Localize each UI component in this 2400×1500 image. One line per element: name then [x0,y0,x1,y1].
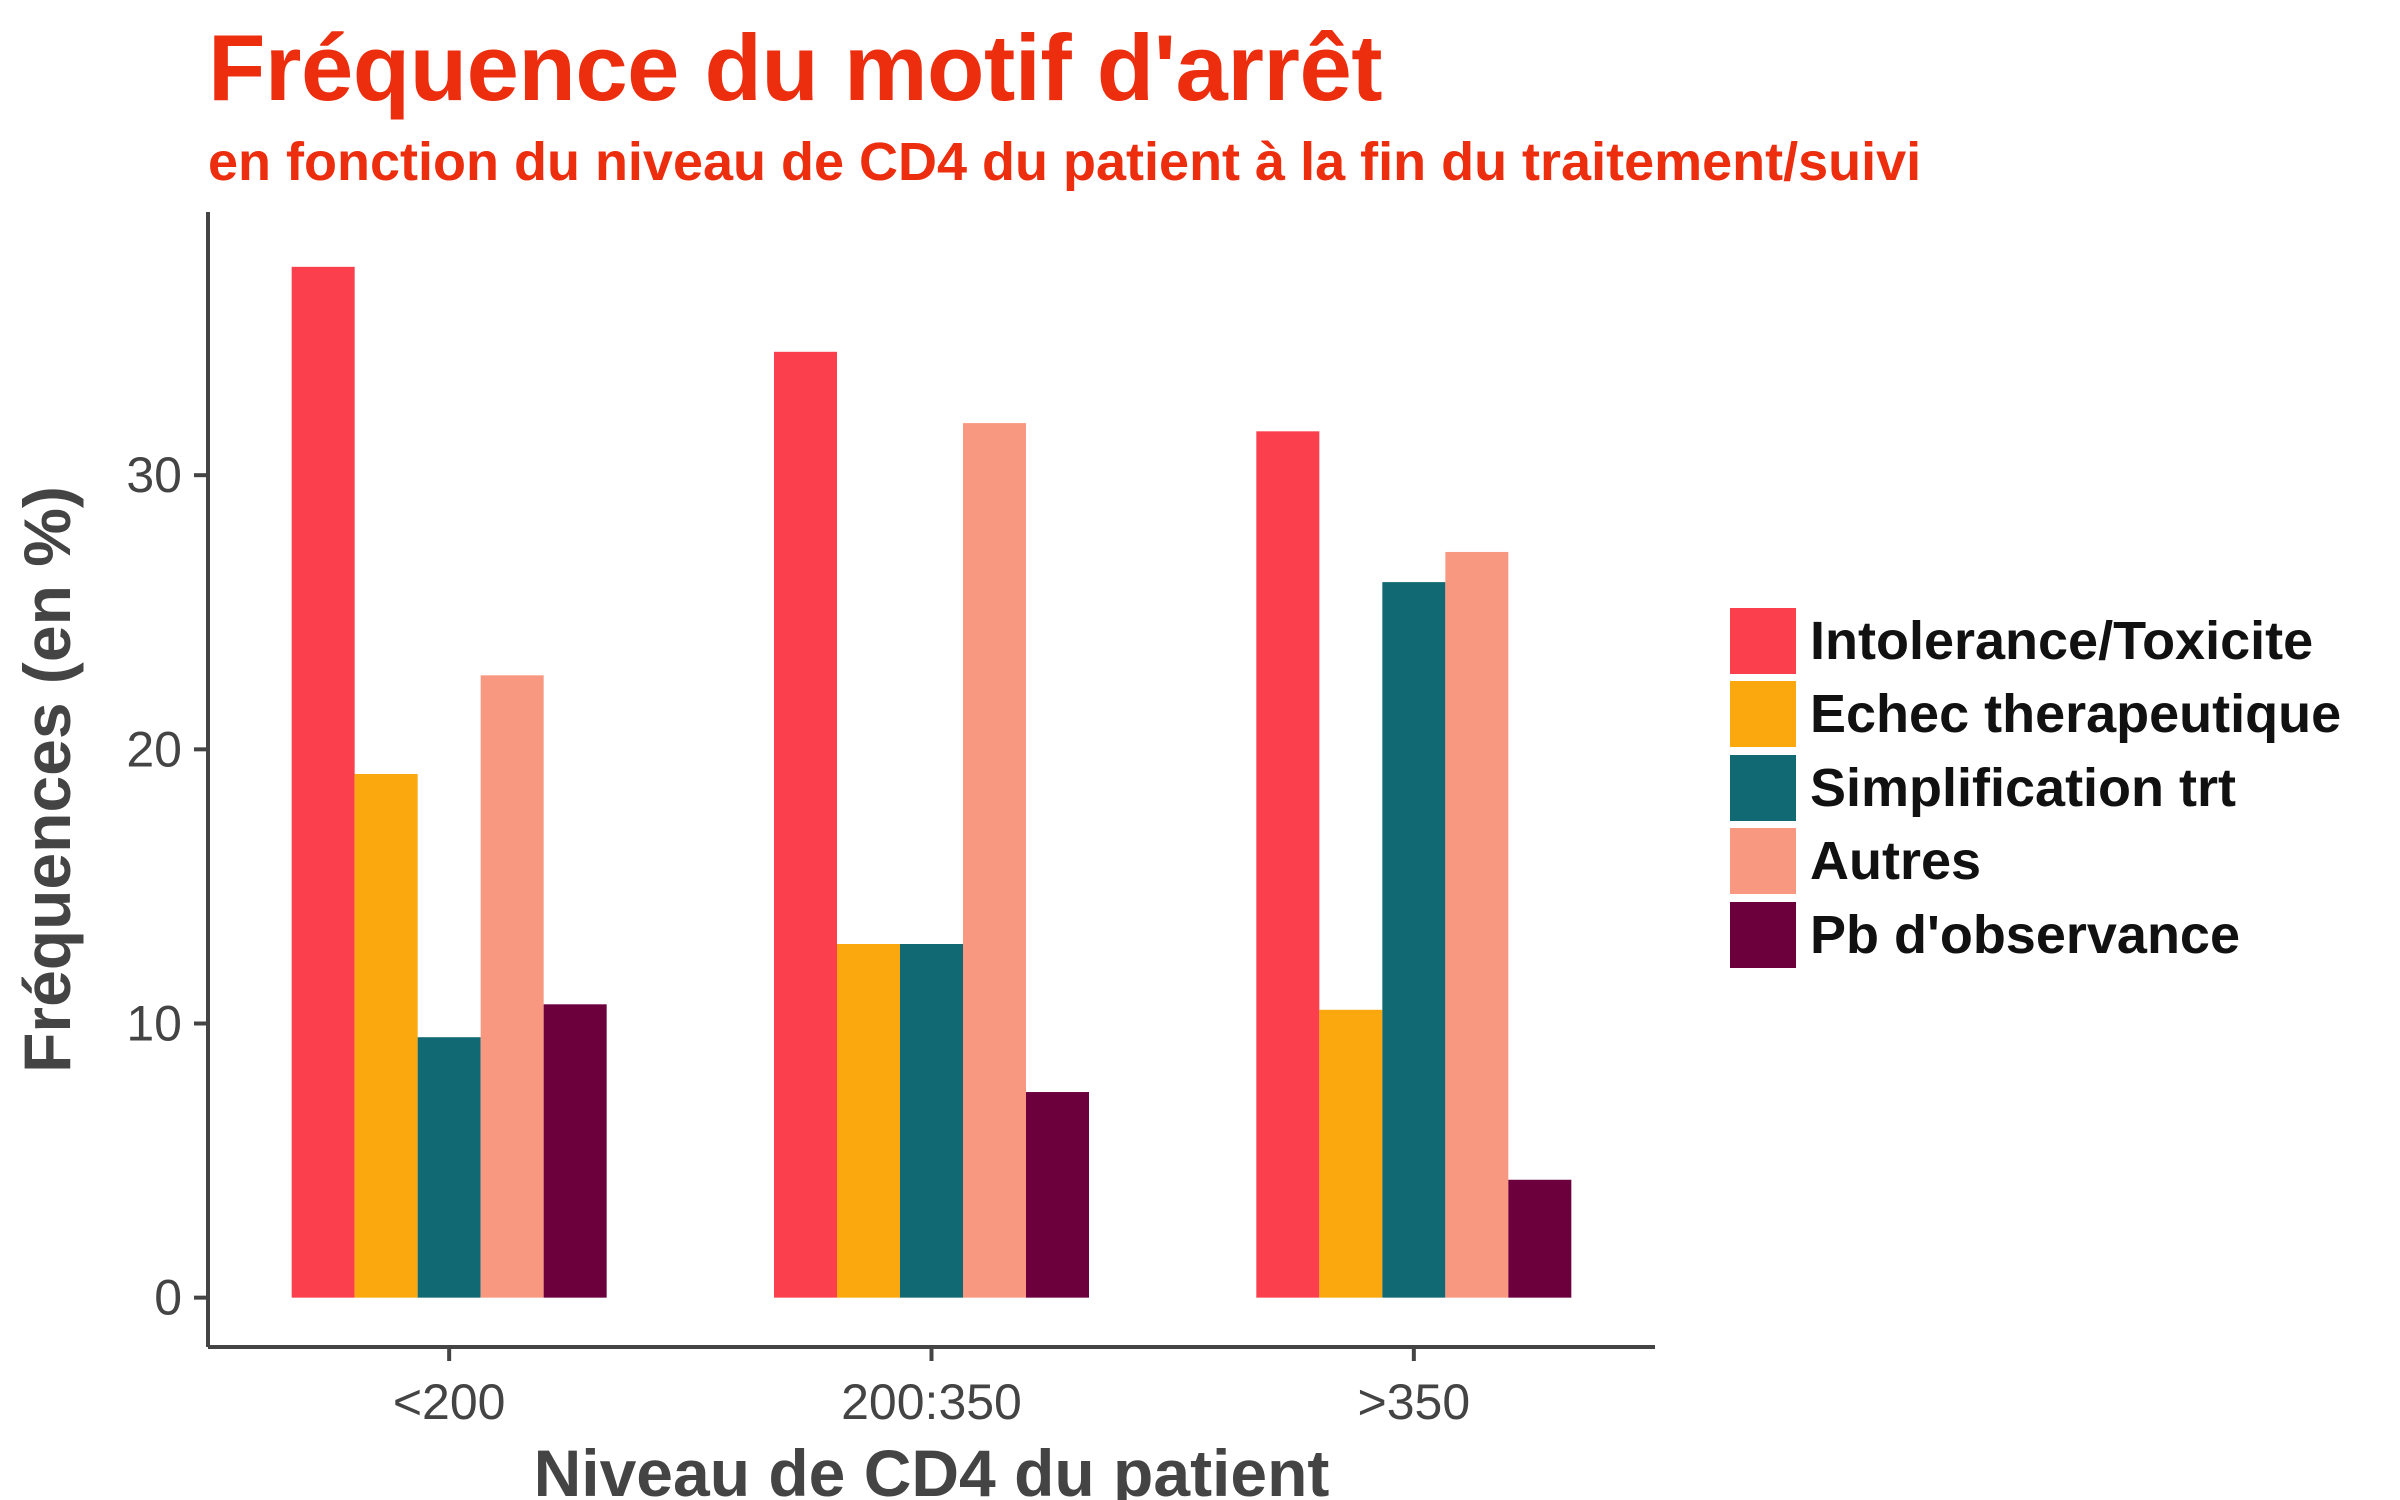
chart-subtitle: en fonction du niveau de CD4 du patient … [208,132,1922,192]
legend-label: Intolerance/Toxicite [1810,610,2314,671]
y-tick-label: 10 [126,995,182,1051]
x-axis-ticks: <200 200:350 >350 [393,1347,1470,1430]
bar-echec-therapeutique-2 [1319,1009,1383,1298]
legend-label: Simplification trt [1810,757,2237,818]
legend-swatch [1730,607,1796,674]
legend: Intolerance/Toxicite Echec therapeutique S… [1730,604,2341,972]
legend-swatch [1730,828,1796,895]
legend-label: Pb d'observance [1810,904,2240,965]
y-axis-ticks: 0 10 20 30 [126,447,208,1326]
legend-item: Autres [1730,825,2341,899]
x-tick-label: >350 [1358,1374,1471,1430]
legend-swatch [1730,754,1796,821]
legend-item: Echec therapeutique [1730,678,2341,752]
x-axis-title: Niveau de CD4 du patient [534,1436,1330,1500]
y-tick-label: 20 [126,721,182,777]
bar-echec-therapeutique-0 [354,774,418,1298]
y-axis-title: Fréquences (en %) [10,486,84,1073]
bar-echec-therapeutique-1 [837,943,900,1298]
legend-label: Autres [1810,831,1982,892]
bar-simplification-trt-2 [1382,582,1446,1298]
bar-intolerance-toxicite-0 [291,266,355,1298]
x-tick-label: 200:350 [841,1374,1022,1430]
legend-item: Pb d'observance [1730,898,2341,972]
legend-swatch [1730,901,1796,968]
bar-autres-2 [1445,551,1509,1298]
chart-title: Fréquence du motif d'arrêt [208,15,1383,120]
y-tick-label: 30 [126,447,182,503]
bar-pb-d-observance-1 [1026,1092,1089,1298]
bar-intolerance-toxicite-1 [774,351,837,1298]
y-tick-label: 0 [154,1270,182,1326]
legend-label: Echec therapeutique [1810,684,2342,745]
legend-swatch [1730,681,1796,748]
bar-simplification-trt-1 [900,943,963,1298]
bar-pb-d-observance-2 [1508,1179,1572,1298]
x-tick-label: <200 [393,1374,506,1430]
legend-item: Intolerance/Toxicite [1730,604,2341,678]
legend-item: Simplification trt [1730,751,2341,825]
bars-group [291,266,1572,1298]
bar-autres-0 [480,675,544,1298]
bar-simplification-trt-0 [417,1037,481,1298]
bar-pb-d-observance-0 [543,1004,607,1298]
bar-intolerance-toxicite-2 [1256,431,1320,1298]
bar-autres-1 [963,423,1026,1298]
